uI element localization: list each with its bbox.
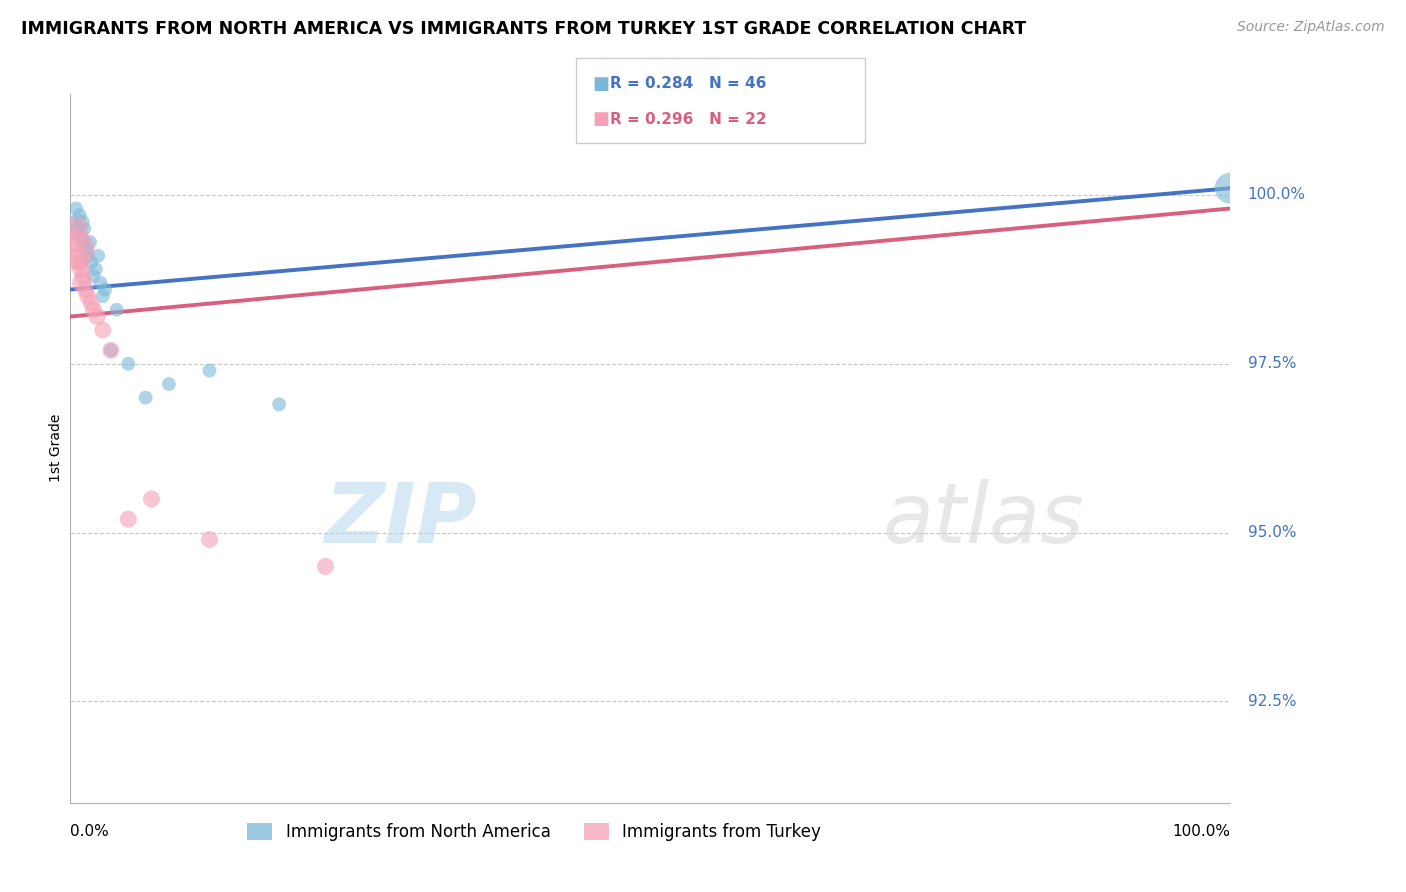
Point xyxy=(72,268,94,283)
Point xyxy=(62,242,84,256)
Point xyxy=(80,296,103,310)
Point xyxy=(100,343,122,358)
Y-axis label: 1st Grade: 1st Grade xyxy=(49,414,63,483)
Point xyxy=(1219,181,1241,195)
Text: 100.0%: 100.0% xyxy=(1247,187,1306,202)
Text: ■: ■ xyxy=(592,75,609,93)
Point xyxy=(67,249,90,263)
Point xyxy=(76,289,98,303)
Point xyxy=(267,397,291,411)
Point xyxy=(73,221,96,235)
Point xyxy=(69,228,91,243)
Point xyxy=(79,235,101,250)
Point xyxy=(80,255,103,269)
Text: 92.5%: 92.5% xyxy=(1247,694,1296,709)
Legend: Immigrants from North America, Immigrants from Turkey: Immigrants from North America, Immigrant… xyxy=(240,816,828,847)
Point xyxy=(82,302,105,317)
Point xyxy=(75,283,97,297)
Text: ■: ■ xyxy=(592,111,609,128)
Point xyxy=(65,202,87,216)
Point xyxy=(89,276,111,290)
Point xyxy=(198,363,221,377)
Point xyxy=(117,357,139,371)
Point xyxy=(84,262,107,277)
Text: atlas: atlas xyxy=(883,479,1084,559)
Point xyxy=(141,491,163,506)
Text: 100.0%: 100.0% xyxy=(1173,824,1230,839)
Point xyxy=(69,255,91,269)
Text: 97.5%: 97.5% xyxy=(1247,356,1296,371)
Point xyxy=(76,249,98,263)
Point xyxy=(62,215,84,229)
Point xyxy=(70,276,93,290)
Point xyxy=(135,391,157,405)
Text: Source: ZipAtlas.com: Source: ZipAtlas.com xyxy=(1237,20,1385,34)
Text: R = 0.296   N = 22: R = 0.296 N = 22 xyxy=(610,112,766,127)
Point xyxy=(76,242,98,256)
Point xyxy=(87,249,110,263)
Point xyxy=(65,221,87,235)
Point xyxy=(69,208,91,222)
Point xyxy=(94,283,117,297)
Text: 0.0%: 0.0% xyxy=(70,824,110,839)
Point xyxy=(91,323,114,337)
Point xyxy=(91,289,114,303)
Text: R = 0.284   N = 46: R = 0.284 N = 46 xyxy=(610,76,766,91)
Point xyxy=(70,215,93,229)
Point xyxy=(315,559,337,574)
Point xyxy=(69,262,91,277)
Point xyxy=(117,512,139,526)
Point xyxy=(105,302,128,317)
Point xyxy=(72,235,94,250)
Point xyxy=(198,533,221,547)
Text: ZIP: ZIP xyxy=(323,479,477,559)
Text: 95.0%: 95.0% xyxy=(1247,525,1296,541)
Point xyxy=(157,377,180,392)
Text: IMMIGRANTS FROM NORTH AMERICA VS IMMIGRANTS FROM TURKEY 1ST GRADE CORRELATION CH: IMMIGRANTS FROM NORTH AMERICA VS IMMIGRA… xyxy=(21,20,1026,37)
Point xyxy=(66,221,89,235)
Point xyxy=(82,268,105,283)
Point xyxy=(100,343,122,358)
Point xyxy=(86,310,108,324)
Point xyxy=(66,235,89,250)
